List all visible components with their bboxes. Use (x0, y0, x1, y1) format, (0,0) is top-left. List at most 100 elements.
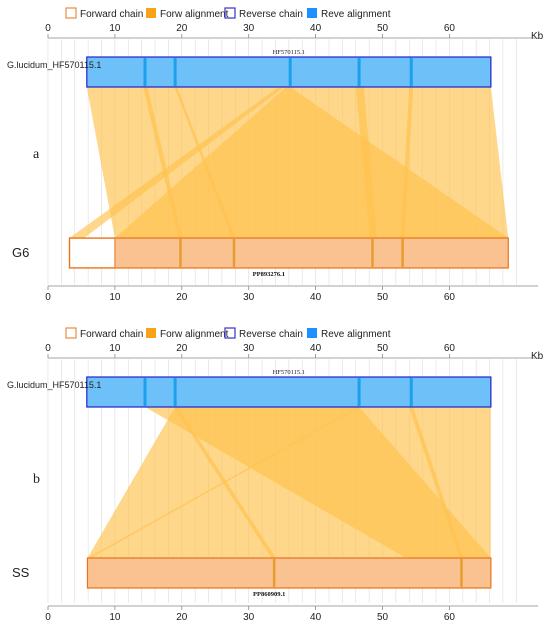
legend-label: Reverse chain (239, 329, 303, 340)
alignment-ribbons (87, 407, 491, 558)
tick-label: 0 (45, 23, 51, 34)
legend-item: Reve alignment (307, 328, 391, 340)
reference-mark (409, 378, 413, 406)
legend-label: Forward chain (80, 9, 143, 20)
tick-label: 60 (444, 612, 456, 623)
tick-label: 50 (377, 612, 389, 623)
legend-swatch (224, 327, 236, 339)
tick-label: 50 (377, 292, 389, 303)
alignment-ribbon (409, 407, 464, 558)
sample-label: SS (12, 565, 30, 580)
legend-swatch (146, 8, 156, 18)
alignment-ribbon (355, 87, 378, 238)
reference-mark (173, 58, 177, 86)
legend-item: Forward chain (65, 7, 143, 20)
tick-label: 40 (310, 343, 322, 354)
tick-label: 10 (109, 23, 121, 34)
tick-label: 10 (109, 612, 121, 623)
panel-a: Forward chain Forw alignment Reverse chain… (7, 7, 544, 303)
query-mark (371, 239, 374, 267)
legend-swatch (65, 327, 77, 339)
tick-label: 40 (310, 292, 322, 303)
tick-label: 10 (109, 343, 121, 354)
tick-label: 20 (176, 23, 188, 34)
tick-label: 40 (310, 23, 322, 34)
tick-label: 60 (444, 292, 456, 303)
tick-label: 0 (45, 292, 51, 303)
query-bar (86, 557, 492, 589)
tick-label: 20 (176, 292, 188, 303)
query-mark (179, 239, 182, 267)
reference-row-label: G.lucidum_HF570115.1 (7, 380, 101, 390)
alignment-ribbon (174, 87, 236, 238)
legend-swatch (307, 328, 317, 338)
tick-label: 30 (243, 292, 255, 303)
legend-item: Reve alignment (307, 8, 391, 20)
query-mark (232, 239, 236, 267)
tick-label: 20 (176, 343, 188, 354)
legend-label: Reve alignment (321, 9, 391, 20)
alignment-ribbon (145, 407, 491, 558)
tick-label: 30 (243, 23, 255, 34)
tick-label: 60 (444, 23, 456, 34)
legend: Forward chain Forw alignment Reverse chain… (65, 327, 391, 340)
query-mark (460, 559, 463, 587)
legend-item: Forw alignment (146, 8, 229, 20)
reference-mark (173, 378, 177, 406)
bottom-axis: 0 10 20 30 40 50 60 (45, 605, 538, 623)
query-chain: PP893276.1 (68, 237, 509, 278)
query-seq-name: PP860909.1 (253, 591, 285, 598)
tick-label: 50 (377, 343, 389, 354)
query-mark (401, 239, 404, 267)
legend: Forward chain Forw alignment Reverse chain… (65, 7, 391, 20)
alignment-ribbon (69, 87, 285, 238)
query-gap (70, 239, 115, 267)
top-axis: 0 10 20 30 40 50 60 Kb (45, 343, 543, 362)
query-bar (68, 237, 509, 269)
reference-bar (86, 376, 492, 408)
legend-swatch (224, 7, 236, 19)
legend-label: Forw alignment (160, 329, 229, 340)
tick-label: 10 (109, 292, 121, 303)
legend-label: Forw alignment (160, 9, 229, 20)
panel-b: Forward chain Forw alignment Reverse chain… (7, 327, 544, 623)
alignment-ribbon (142, 87, 183, 238)
panel-letter: b (33, 472, 40, 487)
reference-mark (288, 58, 292, 86)
legend-item: Reverse chain (224, 7, 303, 20)
tick-label: 40 (310, 612, 322, 623)
reference-mark (143, 58, 147, 86)
axis-unit: Kb (531, 31, 544, 42)
tick-label: 20 (176, 612, 188, 623)
sample-label: G6 (12, 245, 29, 260)
reference-mark (143, 378, 147, 406)
query-mark (272, 559, 276, 587)
reference-chain: HF570115.1 G.lucidum_HF570115.1 (7, 369, 492, 408)
reference-chain: HF570115.1 G.lucidum_HF570115.1 (7, 49, 492, 88)
legend-swatch (146, 328, 156, 338)
tick-label: 60 (444, 343, 456, 354)
legend-label: Forward chain (80, 329, 143, 340)
legend-label: Reverse chain (239, 9, 303, 20)
tick-label: 0 (45, 343, 51, 354)
query-chain: PP860909.1 (86, 557, 492, 598)
reference-row-label: G.lucidum_HF570115.1 (7, 60, 101, 70)
reference-mark (357, 378, 361, 406)
reference-seq-name: HF570115.1 (273, 49, 305, 56)
top-axis: 0 10 20 30 40 50 60 Kb (45, 23, 543, 42)
tick-label: 30 (243, 612, 255, 623)
panel-letter: a (33, 147, 40, 162)
legend-swatch (65, 7, 77, 19)
reference-mark (409, 58, 413, 86)
reference-seq-name: HF570115.1 (273, 369, 305, 376)
tick-label: 0 (45, 612, 51, 623)
alignment-ribbon (400, 87, 414, 238)
legend-label: Reve alignment (321, 329, 391, 340)
legend-swatch (307, 8, 317, 18)
tick-label: 50 (377, 23, 389, 34)
axis-unit: Kb (531, 351, 544, 362)
legend-item: Forward chain (65, 327, 143, 340)
alignment-ribbon (87, 407, 360, 558)
query-seq-name: PP893276.1 (253, 271, 285, 278)
